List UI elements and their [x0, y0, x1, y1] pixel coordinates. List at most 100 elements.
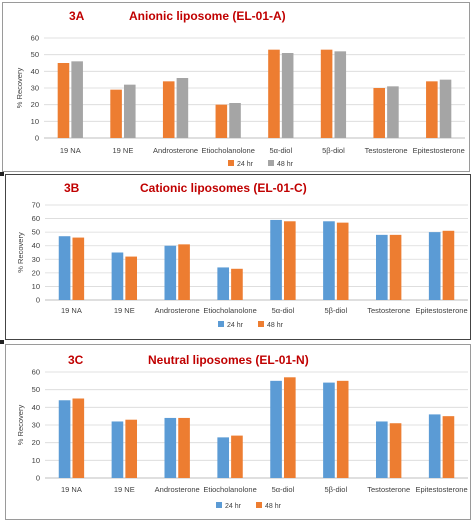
legend-label: 24 hr: [225, 503, 242, 510]
chart-header: 3C Neutral liposomes (EL-01-N): [6, 353, 470, 369]
bar: [125, 419, 138, 478]
y-tick-label: 0: [35, 134, 39, 143]
bar: [270, 219, 282, 300]
legend-swatch: [256, 502, 262, 508]
bar: [389, 234, 402, 300]
bar: [110, 89, 122, 138]
legend-swatch: [228, 160, 234, 166]
bar: [231, 435, 243, 478]
bar: [217, 267, 230, 300]
x-tick-label: 19 NE: [113, 146, 134, 155]
legend-label: 48 hr: [265, 503, 282, 510]
legend-swatch: [268, 160, 274, 166]
x-tick-label: Testosterone: [365, 146, 408, 155]
bar: [125, 256, 138, 300]
y-axis-label: % Recovery: [15, 68, 24, 109]
bar: [442, 416, 455, 478]
legend-swatch: [258, 321, 264, 327]
x-tick-label: Epitestosterone: [416, 306, 468, 315]
bar: [283, 377, 296, 478]
chart-header: 3B Cationic liposomes (EL-01-C): [6, 181, 470, 197]
legend-swatch: [216, 502, 222, 508]
bar: [58, 400, 71, 478]
y-tick-label: 10: [31, 117, 39, 126]
x-tick-label: 19 NA: [60, 146, 81, 155]
bar: [58, 236, 71, 300]
chart-header: 3A Anionic liposome (EL-01-A): [3, 9, 469, 25]
chart-label: 3B: [64, 181, 80, 195]
bar-chart-neutral: 0 10 20 30 40 50 60 % Recovery 19 NA 19 NE Androst…: [16, 368, 468, 510]
bar: [72, 237, 85, 300]
y-axis-label: % Recovery: [16, 405, 25, 446]
y-tick-label: 60: [32, 214, 40, 223]
legend-label: 48 hr: [267, 322, 284, 329]
x-tick-label: Etiocholanolone: [203, 485, 256, 494]
bar: [387, 86, 399, 138]
y-tick-label: 30: [31, 84, 39, 93]
x-tick-label: Etiocholanolone: [203, 306, 256, 315]
bar: [426, 81, 438, 138]
y-tick-label: 20: [32, 438, 40, 447]
x-tick-label: 5α-diol: [272, 306, 295, 315]
y-tick-label: 50: [32, 385, 40, 394]
x-tick-label: 19 NA: [61, 306, 82, 315]
bar: [178, 417, 190, 478]
crop-mark: [0, 340, 4, 344]
bar: [111, 421, 124, 478]
y-tick-label: 50: [31, 50, 39, 59]
crop-mark: [0, 172, 4, 176]
bar: [72, 398, 85, 478]
x-tick-label: Androsterone: [155, 306, 200, 315]
bar: [268, 49, 280, 138]
x-tick-label: Testosterone: [367, 306, 410, 315]
bar: [442, 230, 455, 300]
y-tick-label: 60: [31, 34, 39, 43]
chart-panel-3a: 3A Anionic liposome (EL-01-A) 0 10 20 30 40 5…: [2, 2, 470, 172]
bar: [323, 221, 335, 300]
x-tick-label: 5β-diol: [324, 306, 347, 315]
legend-label: 48 hr: [277, 161, 294, 168]
bar: [178, 244, 190, 300]
bar: [375, 234, 388, 300]
y-tick-label: 40: [32, 241, 40, 250]
x-tick-label: Etiocholanolone: [201, 146, 254, 155]
bar: [334, 51, 347, 139]
y-tick-label: 60: [32, 368, 40, 377]
y-tick-label: 30: [32, 255, 40, 264]
bar: [283, 221, 296, 300]
bar: [281, 53, 294, 138]
bar-chart-cationic: 0 10 20 30 40 50 60 70 % Recovery 19 NA 19 NE Andro…: [16, 201, 468, 329]
bar: [123, 84, 136, 138]
bar-chart-anionic: 0 10 20 30 40 50 60 % Recovery 19 NA 19 NE Androst…: [15, 34, 465, 168]
bar: [439, 79, 452, 138]
x-tick-label: 5α-diol: [269, 146, 292, 155]
x-tick-label: Androsterone: [153, 146, 198, 155]
y-axis-label: % Recovery: [16, 232, 25, 273]
y-tick-label: 70: [32, 201, 40, 210]
x-tick-label: 5β-diol: [324, 485, 347, 494]
legend-label: 24 hr: [237, 161, 254, 168]
bar: [176, 78, 189, 138]
bar: [428, 414, 441, 478]
bar: [164, 417, 177, 478]
chart-label: 3C: [68, 353, 84, 367]
y-tick-label: 10: [32, 456, 40, 465]
chart-title: Cationic liposomes (EL-01-C): [140, 181, 307, 195]
x-tick-label: 5α-diol: [272, 485, 295, 494]
bar: [320, 49, 333, 138]
y-tick-label: 20: [32, 268, 40, 277]
x-tick-label: Epitestosterone: [416, 485, 468, 494]
y-tick-label: 40: [31, 67, 39, 76]
bar: [336, 380, 349, 478]
bar: [389, 423, 402, 478]
bar: [428, 232, 441, 300]
legend-swatch: [218, 321, 224, 327]
y-tick-label: 0: [36, 296, 40, 305]
bar: [57, 63, 70, 138]
bar: [336, 222, 349, 300]
bar: [215, 104, 228, 138]
x-tick-label: 19 NA: [61, 485, 82, 494]
bar: [111, 252, 124, 300]
y-tick-label: 30: [32, 421, 40, 430]
bar: [217, 437, 230, 478]
